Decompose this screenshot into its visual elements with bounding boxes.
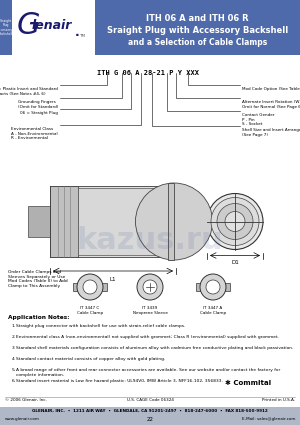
Text: Grounding Fingers
(Omit for Standard): Grounding Fingers (Omit for Standard) xyxy=(18,100,58,109)
Bar xyxy=(102,283,107,291)
Text: www.glenair.com: www.glenair.com xyxy=(5,417,40,421)
Text: TM: TM xyxy=(79,34,85,37)
Text: Mod Code Option (See Table II): Mod Code Option (See Table II) xyxy=(242,87,300,91)
Text: Shell Size and Insert Arrangement
(See Page 7): Shell Size and Insert Arrangement (See P… xyxy=(242,128,300,136)
Bar xyxy=(225,283,230,291)
Text: .: . xyxy=(75,26,80,39)
Text: 4.: 4. xyxy=(12,357,16,361)
Text: and a Selection of Cable Clamps: and a Selection of Cable Clamps xyxy=(128,37,267,46)
Text: 1.: 1. xyxy=(12,324,16,328)
Text: 5.: 5. xyxy=(12,368,16,372)
Text: ✱ Commital: ✱ Commital xyxy=(225,380,271,386)
Text: Straight
Plug
Accessory
Backshell: Straight Plug Accessory Backshell xyxy=(0,19,14,37)
Text: © 2006 Glenair, Inc.: © 2006 Glenair, Inc. xyxy=(5,398,47,402)
Text: Environmental Class
A - Non-Environmental
R - Environmental: Environmental Class A - Non-Environmenta… xyxy=(11,127,58,140)
Text: A broad range of other front and rear connector accessories are available. See o: A broad range of other front and rear co… xyxy=(16,368,280,377)
Text: 3.: 3. xyxy=(12,346,16,350)
Text: ITH G 06 A 28-21 P Y XXX: ITH G 06 A 28-21 P Y XXX xyxy=(97,70,199,76)
Circle shape xyxy=(137,274,163,300)
Text: 2.: 2. xyxy=(12,335,16,339)
Text: U.S. CAGE Code 06324: U.S. CAGE Code 06324 xyxy=(127,398,173,402)
Text: E-Mail: sales@glenair.com: E-Mail: sales@glenair.com xyxy=(242,417,295,421)
Bar xyxy=(12,0,95,55)
Bar xyxy=(50,186,78,257)
Text: Sraight Plug with Accessory Backshell: Sraight Plug with Accessory Backshell xyxy=(107,26,288,34)
Bar xyxy=(0,0,12,55)
Bar xyxy=(0,407,300,425)
Circle shape xyxy=(77,274,103,300)
Text: Environmental class A (non-environmental) not supplied with grommet; Class R (en: Environmental class A (non-environmental… xyxy=(16,335,279,339)
Circle shape xyxy=(206,280,220,294)
Circle shape xyxy=(225,212,245,232)
Circle shape xyxy=(200,274,226,300)
Text: L1: L1 xyxy=(110,277,116,282)
Circle shape xyxy=(143,280,157,294)
Text: lenair: lenair xyxy=(32,19,72,32)
Text: Order Cable Clamps and
Sleeves Separately or Use
Mod Codes (Table II) to Add
Cla: Order Cable Clamps and Sleeves Separatel… xyxy=(8,270,68,288)
Text: 22: 22 xyxy=(146,417,154,422)
Text: Alternate Insert Rotation (W, X, Y, Z)
Omit for Normal (See Page 6): Alternate Insert Rotation (W, X, Y, Z) O… xyxy=(242,100,300,109)
Bar xyxy=(78,188,168,255)
Circle shape xyxy=(211,198,259,246)
Text: IT 3439
Neoprene Sleeve: IT 3439 Neoprene Sleeve xyxy=(133,306,167,314)
Bar xyxy=(73,283,78,291)
Text: GLENAIR, INC.  •  1211 AIR WAY  •  GLENDALE, CA 91201-2497  •  818-247-6000  •  : GLENAIR, INC. • 1211 AIR WAY • GLENDALE,… xyxy=(32,409,268,413)
Text: D1: D1 xyxy=(231,260,239,264)
Bar xyxy=(196,283,201,291)
Text: Standard shell materials configuration consists of aluminum alloy with cadmium f: Standard shell materials configuration c… xyxy=(16,346,293,350)
Circle shape xyxy=(217,204,253,240)
Text: 6.: 6. xyxy=(12,379,16,383)
Text: 06 = Straight Plug: 06 = Straight Plug xyxy=(20,111,58,115)
Bar xyxy=(95,0,300,55)
Text: ITH 06 A and ITH 06 R: ITH 06 A and ITH 06 R xyxy=(146,14,249,23)
Text: Standard contact material consists of copper alloy with gold plating.: Standard contact material consists of co… xyxy=(16,357,165,361)
Bar xyxy=(50,186,170,257)
Text: Straight plug connector with backshell for use with strain-relief cable clamps.: Straight plug connector with backshell f… xyxy=(16,324,185,328)
Circle shape xyxy=(136,183,212,260)
Text: IT 3447 A
Cable Clamp: IT 3447 A Cable Clamp xyxy=(200,306,226,314)
Text: Standard insert material is Low fire hazard plastic: UL94V0, IMW Article 3, NFF1: Standard insert material is Low fire haz… xyxy=(16,379,223,383)
Text: IT 3447 C
Cable Clamp: IT 3447 C Cable Clamp xyxy=(77,306,103,314)
Text: Application Notes:: Application Notes: xyxy=(8,315,70,320)
Bar xyxy=(168,183,174,260)
Text: kazus.ru: kazus.ru xyxy=(77,226,223,255)
Circle shape xyxy=(83,280,97,294)
Circle shape xyxy=(207,193,263,249)
Text: Contact Gender
P - Pin
S - Socket: Contact Gender P - Pin S - Socket xyxy=(242,113,274,126)
Bar xyxy=(28,206,50,238)
Text: Printed in U.S.A.: Printed in U.S.A. xyxy=(262,398,295,402)
Text: $\mathit{G}$: $\mathit{G}$ xyxy=(16,11,40,40)
Text: ITH = Plastic Insert and Standard
Contacts (See Notes #4, 6): ITH = Plastic Insert and Standard Contac… xyxy=(0,87,58,96)
